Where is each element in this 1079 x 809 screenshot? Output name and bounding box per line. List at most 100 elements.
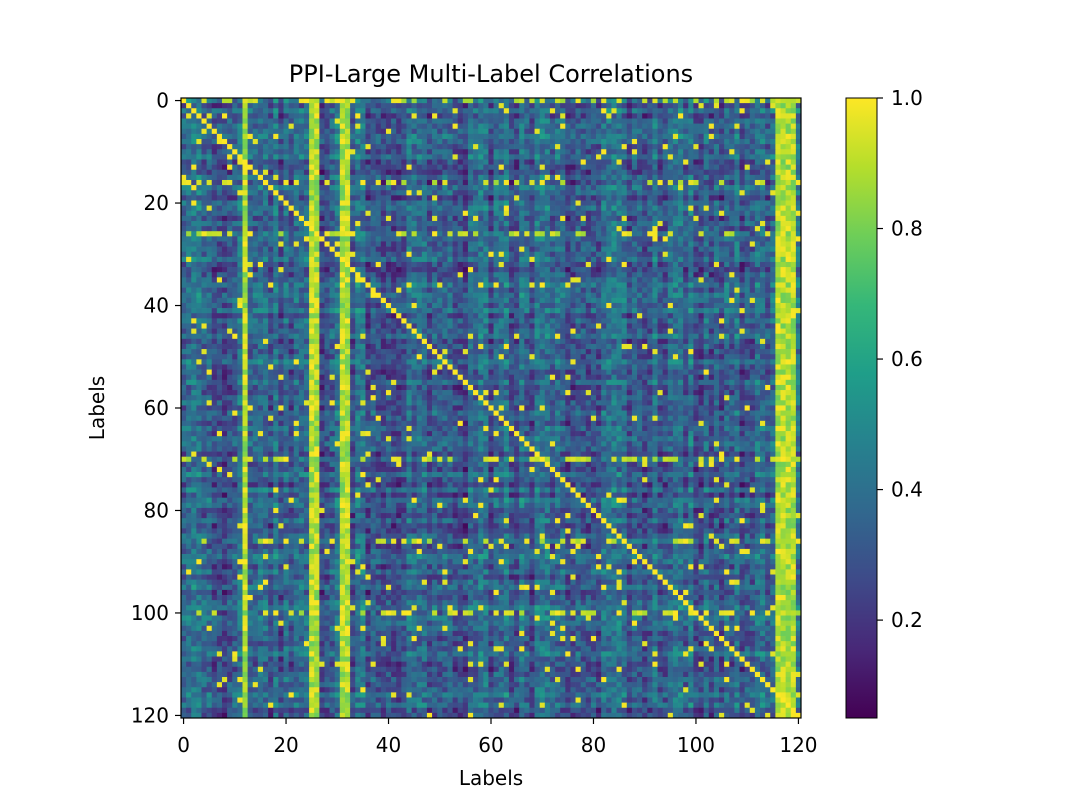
heatmap-cell xyxy=(478,302,484,309)
heatmap-cell xyxy=(503,108,510,114)
heatmap-cell xyxy=(596,185,602,191)
heatmap-cell xyxy=(334,205,341,212)
heatmap-cell xyxy=(385,195,392,201)
heatmap-cell xyxy=(678,302,684,309)
heatmap-cell xyxy=(780,236,786,242)
heatmap-cell xyxy=(693,133,699,140)
heatmap-cell xyxy=(667,190,674,196)
heatmap-cell xyxy=(216,123,223,130)
heatmap-cell xyxy=(211,272,218,278)
heatmap-cell xyxy=(785,174,792,181)
heatmap-cell xyxy=(467,226,474,232)
heatmap-cell xyxy=(739,297,745,304)
heatmap-cell xyxy=(426,205,433,212)
heatmap-cell xyxy=(519,302,525,309)
heatmap-cell xyxy=(637,169,643,176)
heatmap-cell xyxy=(719,108,725,114)
heatmap-cell xyxy=(262,149,269,155)
heatmap-cell xyxy=(631,220,638,227)
heatmap-cell xyxy=(770,133,776,140)
heatmap-cell xyxy=(662,236,669,242)
heatmap-cell xyxy=(401,159,407,165)
heatmap-cell xyxy=(385,164,392,171)
heatmap-cell xyxy=(570,215,576,222)
heatmap-cell xyxy=(447,231,453,237)
heatmap-cell xyxy=(391,174,397,181)
heatmap-cell xyxy=(385,220,392,227)
heatmap-cell xyxy=(560,231,566,237)
heatmap-cell xyxy=(303,272,310,278)
heatmap-cell xyxy=(724,103,730,109)
heatmap-cell xyxy=(549,174,556,181)
heatmap-cell xyxy=(549,272,556,278)
heatmap-cell xyxy=(201,241,207,247)
heatmap-cell xyxy=(201,144,207,150)
heatmap-cell xyxy=(703,133,710,140)
heatmap-cell xyxy=(780,226,786,232)
heatmap-cell xyxy=(216,169,223,176)
heatmap-cell xyxy=(268,200,274,206)
heatmap-cell xyxy=(309,297,315,304)
heatmap-cell xyxy=(186,287,192,294)
heatmap-cell xyxy=(221,133,228,140)
heatmap-cell xyxy=(770,282,776,288)
heatmap-cell xyxy=(698,154,704,160)
heatmap-cell xyxy=(631,164,638,171)
heatmap-cell xyxy=(795,210,802,217)
heatmap-cell xyxy=(514,287,520,294)
heatmap-cell xyxy=(611,138,617,145)
heatmap-cell xyxy=(529,220,535,227)
heatmap-cell xyxy=(601,251,607,258)
heatmap-cell xyxy=(626,118,633,124)
heatmap-cell xyxy=(775,205,781,212)
heatmap-cell xyxy=(288,256,295,263)
heatmap-cell xyxy=(221,292,228,299)
heatmap-cell xyxy=(590,272,597,278)
heatmap-cell xyxy=(647,251,653,258)
heatmap-cell xyxy=(447,215,453,222)
heatmap-cell xyxy=(211,308,218,314)
heatmap-cell xyxy=(288,277,295,283)
heatmap-cell xyxy=(570,200,576,206)
heatmap-cell xyxy=(360,138,366,145)
heatmap-cell xyxy=(739,292,745,299)
heatmap-cell xyxy=(713,98,720,104)
heatmap-cell xyxy=(380,103,387,109)
heatmap-cell xyxy=(534,200,541,206)
heatmap-cell xyxy=(437,179,443,186)
heatmap-cell xyxy=(596,169,602,176)
heatmap-cell xyxy=(319,205,325,212)
heatmap-cell xyxy=(498,297,505,304)
heatmap-cell xyxy=(303,241,310,247)
heatmap-cell xyxy=(760,236,766,242)
heatmap-cell xyxy=(314,205,320,212)
heatmap-cell xyxy=(626,205,633,212)
heatmap-cell xyxy=(585,179,592,186)
heatmap-cell xyxy=(375,169,382,176)
heatmap-cell xyxy=(483,108,489,114)
heatmap-cell xyxy=(672,277,679,283)
heatmap-cell xyxy=(247,174,254,181)
heatmap-cell xyxy=(406,287,412,294)
heatmap-cell xyxy=(329,215,336,222)
heatmap-cell xyxy=(191,123,197,130)
heatmap-cell xyxy=(196,277,202,283)
heatmap-cell xyxy=(380,210,387,217)
heatmap-cell xyxy=(355,164,361,171)
heatmap-cell xyxy=(421,231,428,237)
heatmap-cell xyxy=(483,231,489,237)
heatmap-cell xyxy=(503,159,510,165)
heatmap-cell xyxy=(744,220,751,227)
heatmap-cell xyxy=(201,185,207,191)
heatmap-cell xyxy=(467,220,474,227)
heatmap-cell xyxy=(406,159,412,165)
heatmap-cell xyxy=(488,241,494,247)
heatmap-cell xyxy=(770,113,776,119)
heatmap-cell xyxy=(719,200,725,206)
heatmap-cell xyxy=(770,267,776,273)
heatmap-cell xyxy=(616,128,623,135)
heatmap-cell xyxy=(765,113,771,119)
heatmap-cell xyxy=(667,185,674,191)
heatmap-cell xyxy=(749,138,756,145)
heatmap-cell xyxy=(590,128,597,135)
